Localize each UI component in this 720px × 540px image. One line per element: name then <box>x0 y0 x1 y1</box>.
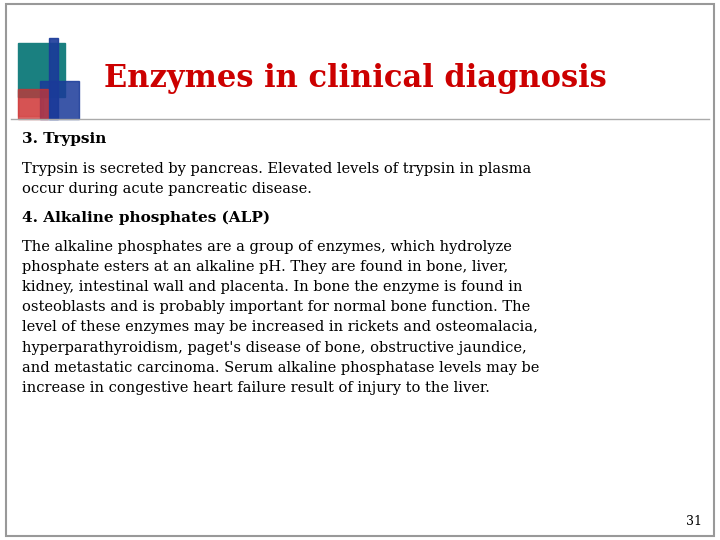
Text: Enzymes in clinical diagnosis: Enzymes in clinical diagnosis <box>104 63 607 94</box>
FancyBboxPatch shape <box>6 4 714 536</box>
Text: The alkaline phosphates are a group of enzymes, which hydrolyze
phosphate esters: The alkaline phosphates are a group of e… <box>22 240 539 395</box>
Bar <box>40 81 79 119</box>
Bar <box>18 90 43 116</box>
Text: Trypsin is secreted by pancreas. Elevated levels of trypsin in plasma
occur duri: Trypsin is secreted by pancreas. Elevate… <box>22 162 531 196</box>
Bar <box>18 43 65 97</box>
Text: 31: 31 <box>686 515 702 528</box>
Bar <box>18 89 48 119</box>
Bar <box>49 38 58 119</box>
Text: 4. Alkaline phosphates (ALP): 4. Alkaline phosphates (ALP) <box>22 211 270 225</box>
Text: 3. Trypsin: 3. Trypsin <box>22 132 106 146</box>
